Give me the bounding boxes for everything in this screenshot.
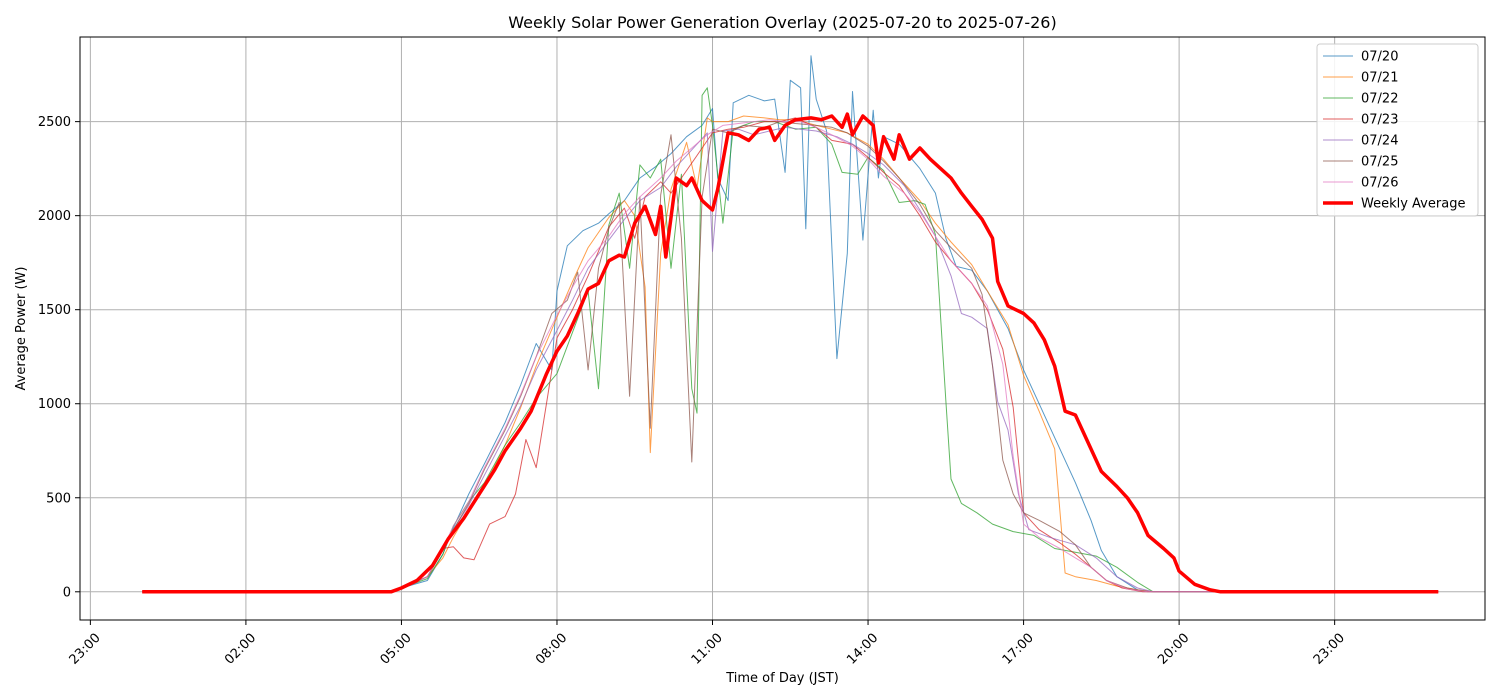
y-tick-label: 1000 [38,397,71,412]
y-tick-label: 500 [46,491,71,506]
y-axis-label: Average Power (W) [14,267,29,391]
series-line-07-25 [142,121,1439,593]
legend-entry-label: 07/24 [1361,134,1398,149]
x-tick-label: 02:00 [222,631,259,668]
y-tick-label: 2000 [38,209,71,224]
legend-entry-label: 07/23 [1361,113,1398,128]
legend-entry-label: 07/25 [1361,155,1398,170]
series-line-07-22 [142,87,1439,593]
series-line-07-20 [142,55,1439,593]
x-tick-label: 14:00 [844,631,881,668]
legend-entry-label: 07/26 [1361,176,1398,191]
series-line-07-23 [142,117,1439,593]
legend-box [1316,43,1479,217]
axes-frame [79,36,1486,621]
legend-entry-label: 07/22 [1361,92,1398,107]
series-line-07-26 [142,119,1439,593]
y-tick-label: 0 [63,585,71,600]
x-tick-label: 23:00 [1311,631,1348,668]
y-tick-label: 1500 [38,303,71,318]
x-tick-label: 17:00 [1000,631,1037,668]
axis-ticks: 23:00 02:00 05:00 08:00 11:00 14:00 17:00 20:00… [38,115,1348,668]
series-layer [142,55,1439,594]
plot-area: 23:00 02:00 05:00 08:00 11:00 14:00 17:00 20:00… [38,36,1486,668]
chart-title: Weekly Solar Power Generation Overlay (2… [508,13,1056,32]
series-line-07-21 [142,115,1439,593]
x-tick-label: 05:00 [378,631,415,668]
series-line-weekly-average [142,112,1439,594]
x-tick-label: 23:00 [67,631,104,668]
x-tick-label: 20:00 [1155,631,1192,668]
series-line-07-24 [142,126,1439,593]
x-tick-label: 08:00 [533,631,570,668]
legend-entry-label: Weekly Average [1361,197,1465,212]
legend: 07/20 07/21 07/22 07/23 07/24 07/25 07/26 Weekl… [1316,43,1479,217]
y-tick-label: 2500 [38,115,71,130]
legend-entry-label: 07/20 [1361,50,1398,65]
legend-entry-label: 07/21 [1361,71,1398,86]
x-axis-label: Time of Day (JST) [725,671,839,686]
x-tick-label: 11:00 [689,631,726,668]
